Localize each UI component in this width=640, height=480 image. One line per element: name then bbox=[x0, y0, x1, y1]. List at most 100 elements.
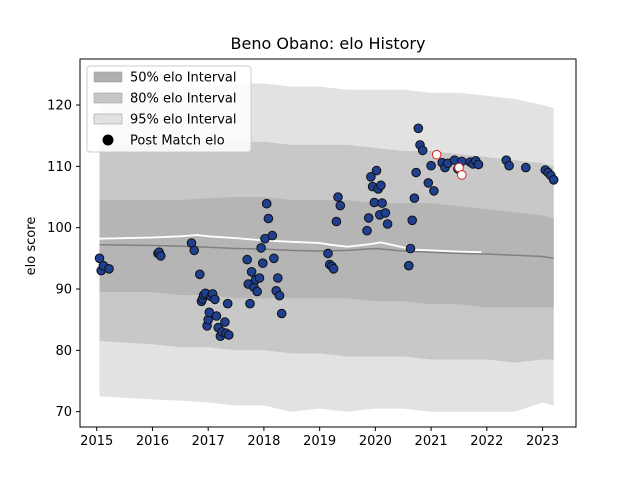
median-line bbox=[99, 244, 554, 260]
legend-label: Post Match elo bbox=[130, 134, 225, 149]
match-point bbox=[363, 213, 374, 223]
match-point bbox=[371, 165, 382, 176]
match-point bbox=[548, 175, 559, 185]
legend-entry: 80% elo Interval bbox=[93, 92, 237, 107]
axes-frame bbox=[79, 58, 577, 428]
match-point bbox=[252, 286, 263, 297]
match-point bbox=[377, 198, 387, 208]
match-point bbox=[413, 123, 424, 134]
match-point bbox=[276, 308, 287, 319]
match-point bbox=[473, 159, 484, 170]
match-point bbox=[269, 253, 279, 264]
legend-label: 80% elo Interval bbox=[130, 92, 237, 107]
x-tick: 2022 bbox=[470, 427, 503, 449]
x-tick: 2019 bbox=[303, 427, 336, 449]
match-point bbox=[274, 290, 285, 301]
x-tick-label: 2017 bbox=[192, 434, 225, 449]
y-tick: 70 bbox=[55, 405, 80, 420]
match-point bbox=[335, 200, 346, 211]
x-tick: 2016 bbox=[136, 427, 169, 449]
match-point bbox=[156, 251, 166, 261]
match-point bbox=[263, 213, 274, 224]
match-point bbox=[220, 317, 230, 327]
match-point bbox=[409, 193, 420, 203]
y-tick: 110 bbox=[47, 160, 80, 175]
match-point bbox=[261, 198, 272, 209]
match-point bbox=[267, 230, 278, 241]
match-point bbox=[189, 245, 199, 256]
y-tick: 120 bbox=[47, 99, 80, 114]
match-point bbox=[245, 298, 255, 309]
legend-swatch bbox=[93, 71, 123, 83]
match-point bbox=[404, 260, 414, 271]
chart-title: Beno Obano: elo History bbox=[231, 34, 426, 53]
x-tick-label: 2019 bbox=[303, 434, 336, 449]
y-tick: 90 bbox=[55, 283, 80, 298]
match-point bbox=[504, 160, 514, 171]
x-tick: 2020 bbox=[359, 427, 392, 449]
axes: 2015 2016 2017 2018 2019 2020 2021 2022 2023 70 80… bbox=[47, 58, 577, 449]
y-tick-label: 90 bbox=[55, 283, 72, 298]
match-point bbox=[380, 208, 391, 218]
y-tick-label: 110 bbox=[47, 160, 72, 175]
match-point bbox=[256, 243, 266, 253]
y-tick: 100 bbox=[47, 221, 80, 236]
match-point bbox=[331, 216, 342, 227]
match-point bbox=[382, 219, 393, 229]
match-point bbox=[210, 294, 220, 305]
legend-swatch bbox=[93, 92, 123, 104]
legend: 50% elo Interval 80% elo Interval 95% elo … bbox=[86, 65, 252, 153]
x-tick-label: 2018 bbox=[247, 434, 280, 449]
plot-area bbox=[94, 83, 559, 412]
match-point bbox=[366, 172, 376, 182]
x-tick-label: 2016 bbox=[136, 434, 169, 449]
match-point bbox=[242, 254, 252, 265]
match-point bbox=[254, 273, 265, 283]
match-point bbox=[195, 269, 205, 280]
match-point bbox=[258, 258, 268, 269]
x-tick-label: 2020 bbox=[359, 434, 392, 449]
match-point bbox=[521, 162, 531, 173]
highlight-point bbox=[457, 170, 467, 180]
match-point bbox=[211, 311, 222, 321]
match-point bbox=[224, 330, 234, 340]
y-tick-label: 100 bbox=[47, 221, 72, 236]
legend-marker bbox=[102, 134, 114, 146]
match-point bbox=[273, 273, 283, 283]
match-point bbox=[323, 248, 333, 259]
match-point bbox=[417, 145, 428, 156]
legend-swatch bbox=[93, 113, 123, 125]
y-tick-label: 70 bbox=[55, 405, 72, 420]
x-tick-label: 2015 bbox=[80, 434, 113, 449]
match-point bbox=[405, 243, 416, 254]
legend-entry: 50% elo Interval bbox=[93, 71, 237, 86]
legend-label: 50% elo Interval bbox=[130, 71, 237, 86]
legend-entry: 95% elo Interval bbox=[93, 113, 237, 128]
match-point bbox=[411, 167, 421, 178]
match-point bbox=[94, 253, 105, 264]
match-point bbox=[407, 215, 418, 226]
x-tick-label: 2021 bbox=[415, 434, 448, 449]
x-tick: 2018 bbox=[247, 427, 280, 449]
match-point bbox=[328, 264, 339, 274]
match-point bbox=[376, 180, 386, 191]
y-axis-label: elo score bbox=[24, 217, 39, 276]
x-tick: 2017 bbox=[192, 427, 225, 449]
match-point bbox=[423, 178, 434, 188]
y-tick-label: 120 bbox=[47, 99, 72, 114]
match-point bbox=[333, 192, 343, 202]
legend-box bbox=[86, 65, 252, 153]
mean-line bbox=[99, 234, 482, 254]
y-tick: 80 bbox=[55, 344, 80, 359]
match-point bbox=[362, 225, 372, 236]
match-point bbox=[104, 264, 114, 274]
highlight-point bbox=[431, 149, 442, 160]
x-tick: 2015 bbox=[80, 427, 113, 449]
match-point bbox=[222, 298, 233, 309]
legend-entry: Post Match elo bbox=[102, 134, 225, 149]
x-tick-label: 2022 bbox=[470, 434, 503, 449]
x-tick: 2021 bbox=[415, 427, 448, 449]
x-tick: 2023 bbox=[526, 427, 559, 449]
x-tick-label: 2023 bbox=[526, 434, 559, 449]
